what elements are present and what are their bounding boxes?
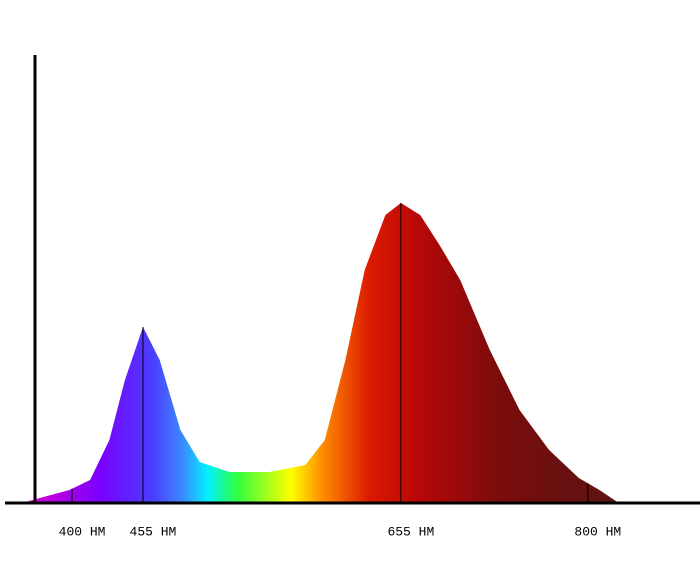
- x-tick-label: 655 HM: [387, 524, 434, 539]
- spectrum-area: [21, 203, 619, 503]
- x-tick-label: 400 HM: [59, 524, 106, 539]
- x-tick-label: 455 HM: [130, 524, 177, 539]
- plot-area: [21, 203, 619, 503]
- x-tick-label: 800 HM: [574, 524, 621, 539]
